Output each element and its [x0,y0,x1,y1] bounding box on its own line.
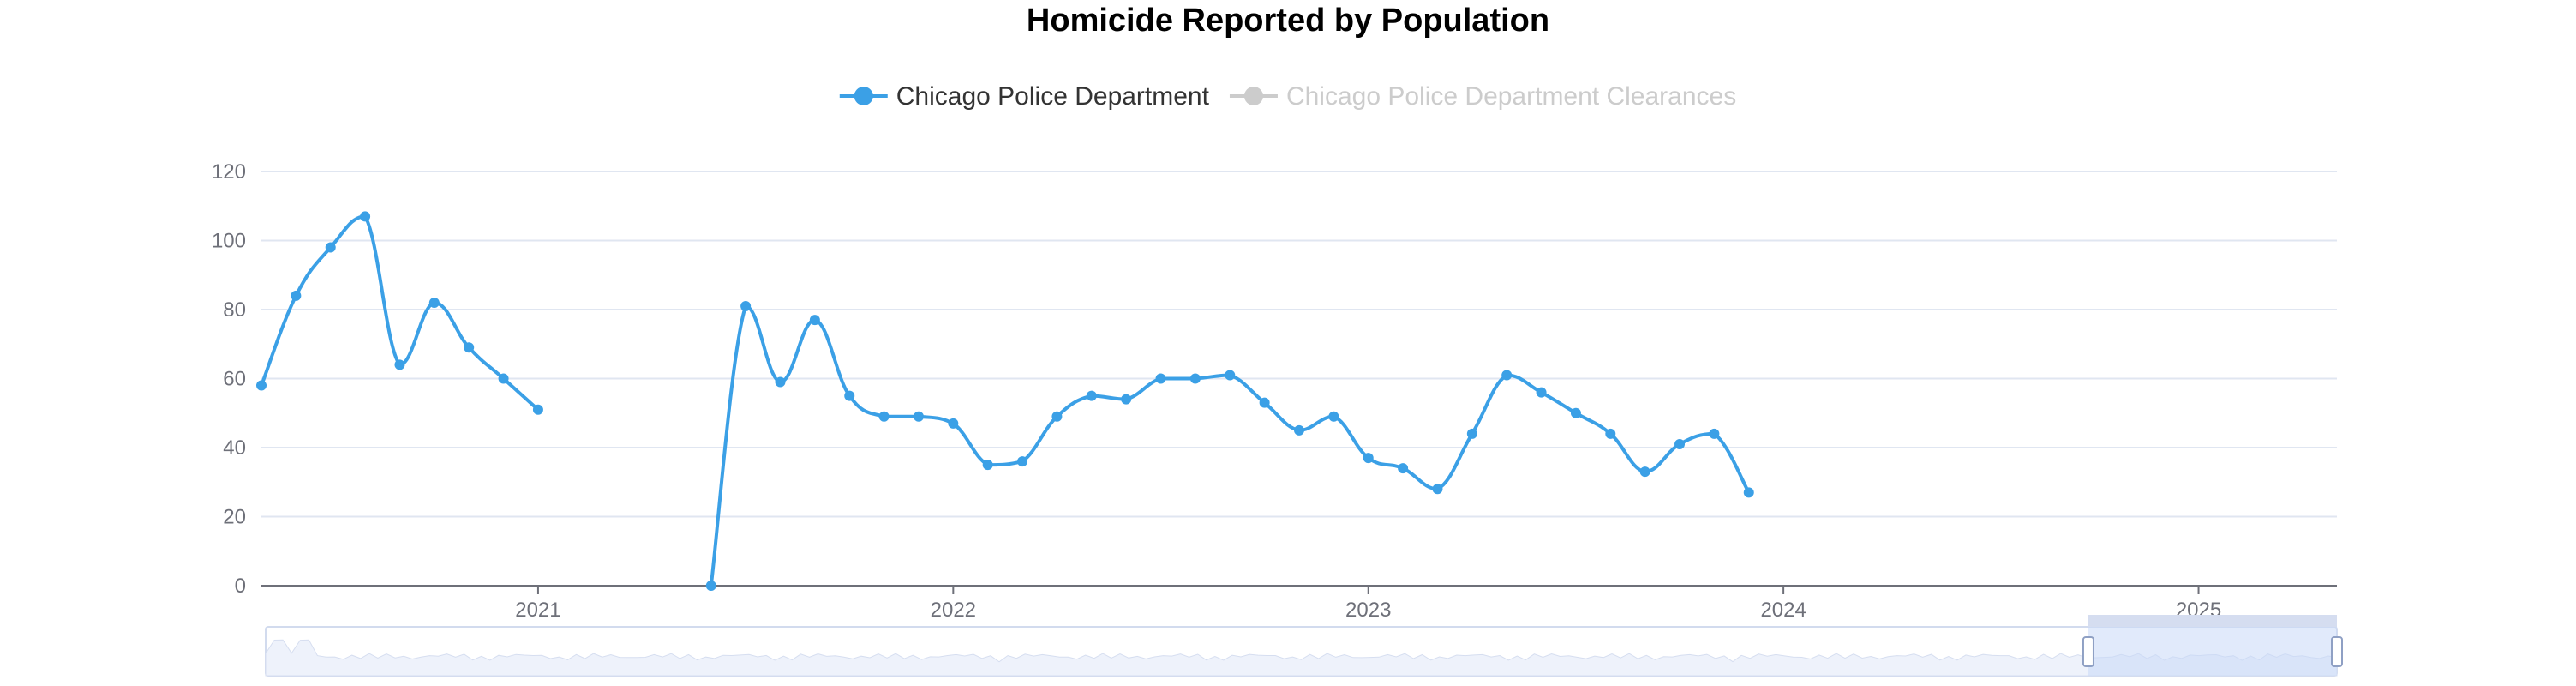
data-zoom-slider[interactable] [265,615,2343,677]
data-point[interactable] [1155,373,1166,384]
legend-label: Chicago Police Department Clearances [1286,82,1736,111]
series-line [260,214,540,412]
series-points [256,211,1754,591]
y-tick-label: 60 [223,368,246,391]
chart-title: Homicide Reported by Population [1027,3,1549,39]
data-point[interactable] [291,290,302,301]
data-point[interactable] [1189,373,1201,384]
y-tick-label: 80 [223,298,246,322]
zoom-resize-handle[interactable] [2082,636,2094,667]
data-point[interactable] [1743,487,1754,498]
data-point[interactable] [809,315,820,326]
legend-label: Chicago Police Department [896,82,1210,111]
legend-item[interactable]: Chicago Police Department [839,82,1210,111]
x-tick-label: 2023 [1345,599,1391,622]
zoom-preview-area [265,639,2338,677]
data-point[interactable] [1259,397,1270,408]
legend-marker-icon [1243,87,1263,105]
y-tick-label: 20 [223,506,246,529]
data-point[interactable] [1086,390,1097,401]
zoom-resize-handle[interactable] [2331,636,2343,667]
data-point[interactable] [498,373,509,384]
data-point[interactable] [1570,407,1581,418]
y-axis: 0 20 40 60 80 100 120 [212,160,246,598]
data-point[interactable] [256,380,267,391]
data-point[interactable] [775,376,786,388]
grid [261,171,2337,518]
data-point[interactable] [913,411,924,422]
legend-marker-icon [854,87,873,105]
y-tick-label: 40 [223,436,246,460]
zoom-selected-window[interactable] [2088,627,2337,676]
data-point[interactable] [1017,456,1028,467]
data-point[interactable] [740,300,752,311]
data-point[interactable] [1398,463,1409,474]
data-point[interactable] [1051,411,1063,422]
data-point[interactable] [982,460,993,471]
x-tick-label: 2022 [931,599,976,622]
zoom-move-handle[interactable] [2088,615,2337,627]
data-point[interactable] [1466,428,1477,439]
series-lines [260,214,1751,587]
data-point[interactable] [1536,387,1547,398]
data-point[interactable] [394,359,405,370]
series-line [709,304,1751,587]
data-point[interactable] [1294,424,1304,436]
data-point[interactable] [325,242,336,253]
data-point[interactable] [360,211,371,222]
data-point[interactable] [1363,453,1374,464]
x-axis: 2021 2022 2023 2024 2025 [261,585,2337,622]
data-point[interactable] [532,404,543,415]
data-point[interactable] [1501,370,1513,381]
legend-item[interactable]: Chicago Police Department Clearances [1229,82,1736,111]
data-point[interactable] [844,390,855,401]
data-point[interactable] [1639,466,1650,478]
data-point[interactable] [1225,370,1236,381]
data-point[interactable] [948,418,959,429]
x-tick-label: 2021 [515,599,560,622]
y-tick-label: 0 [235,575,246,598]
data-point[interactable] [1674,438,1686,449]
data-point[interactable] [428,297,440,308]
data-point[interactable] [1432,484,1443,495]
legend: Chicago Police Department Chicago Police … [839,82,1736,111]
data-point[interactable] [1605,428,1616,439]
data-point[interactable] [1121,394,1132,405]
data-point[interactable] [1709,428,1720,439]
y-tick-label: 120 [212,160,246,184]
y-tick-label: 100 [212,230,246,253]
x-tick-label: 2024 [1760,599,1806,622]
data-point[interactable] [705,581,716,591]
data-point[interactable] [878,411,890,422]
data-point[interactable] [464,342,475,353]
data-point[interactable] [1328,411,1339,422]
